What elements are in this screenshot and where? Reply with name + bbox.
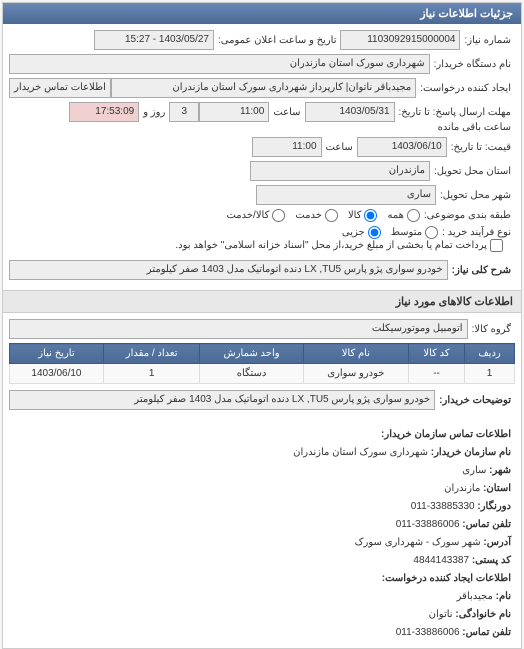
creator-section-title: اطلاعات ایجاد کننده درخواست: (382, 573, 511, 584)
req-no-value: 1103092915000004 (340, 30, 460, 50)
cphone-value: 33886006-011 (396, 627, 460, 638)
postal-value: 4844143387 (413, 555, 469, 566)
time-label-1: ساعت (269, 107, 304, 118)
group-value: اتومبیل وموتورسیکلت (9, 319, 468, 339)
creator-label: ایجاد کننده درخواست: (416, 83, 515, 94)
name-label: نام: (496, 591, 511, 602)
ccity-value: ساری (462, 465, 486, 476)
group-label: گروه کالا: (468, 324, 515, 335)
cell-date: 1403/06/10 (10, 364, 104, 384)
city-label: شهر محل تحویل: (436, 190, 515, 201)
cell-name: خودرو سواری (303, 364, 408, 384)
col-date: تاریخ نیاز (10, 344, 104, 364)
announce-value: 1403/05/27 - 15:27 (94, 30, 214, 50)
desc-label: توضیحات خریدار: (435, 395, 515, 406)
postal-label: کد پستی: (472, 555, 511, 566)
contact-buyer-button[interactable]: اطلاعات تماس خریدار (9, 78, 111, 98)
radio-partial[interactable]: جزیی (342, 226, 381, 239)
address-label: آدرس: (483, 537, 511, 548)
quote-date: 1403/06/10 (357, 137, 447, 157)
org-label: نام سازمان خریدار: (431, 447, 511, 458)
cell-idx: 1 (465, 364, 515, 384)
cell-unit: دستگاه (200, 364, 303, 384)
reply-until-label: مهلت ارسال پاسخ: تا تاریخ: (395, 107, 515, 118)
lastname-value: ناتوان (429, 609, 453, 620)
payment-note: پرداخت تمام یا بخشی از مبلغ خرید،از محل … (175, 240, 487, 251)
cprovince-value: مازندران (444, 483, 480, 494)
topic-label: طبقه بندی موضوعی: (420, 210, 515, 221)
announce-label: تاریخ و ساعت اعلان عمومی: (214, 35, 341, 46)
reply-time: 11:00 (199, 102, 269, 122)
need-title-label: شرح کلی نیاز: (448, 265, 515, 276)
radio-goods[interactable]: کالا (348, 209, 378, 222)
province-label: استان محل تحویل: (430, 166, 515, 177)
fax-label: دورنگار: (477, 501, 511, 512)
payment-checkbox[interactable]: پرداخت تمام یا بخشی از مبلغ خرید،از محل … (175, 239, 503, 252)
goods-section-title: اطلاعات کالاهای مورد نیاز (3, 290, 521, 313)
org-value: شهرداری سورک استان مازندران (293, 447, 428, 458)
radio-all[interactable]: همه (387, 209, 419, 222)
cell-code: -- (408, 364, 464, 384)
table-header-row: ردیف کد کالا نام کالا واحد شمارش تعداد /… (10, 344, 515, 364)
remain-days: 3 (169, 102, 199, 122)
cphone-label: تلفن تماس: (462, 627, 511, 638)
table-row[interactable]: 1 -- خودرو سواری دستگاه 1 1403/06/10 (10, 364, 515, 384)
topic-radio-group: همه کالا خدمت کالا/خدمت (226, 209, 419, 222)
ccity-label: شهر: (489, 465, 511, 476)
cprovince-label: استان: (483, 483, 511, 494)
cell-qty: 1 (103, 364, 199, 384)
city-value: ساری (256, 185, 436, 205)
panel-title: جزئیات اطلاعات نیاز (3, 3, 521, 24)
col-idx: ردیف (465, 344, 515, 364)
col-qty: تعداد / مقدار (103, 344, 199, 364)
remain-time: 17:53:09 (69, 102, 139, 122)
quote-time: 11:00 (252, 137, 322, 157)
quote-until-label: قیمت: تا تاریخ: (447, 142, 515, 153)
address-value: شهر سورک - شهرداری سورک (355, 537, 481, 548)
buy-type-radio-group: متوسط جزیی (342, 226, 438, 239)
name-value: مجید‌باقر (457, 591, 493, 602)
radio-service[interactable]: خدمت (295, 209, 338, 222)
req-no-label: شماره نیاز: (460, 35, 515, 46)
col-code: کد کالا (408, 344, 464, 364)
goods-table: ردیف کد کالا نام کالا واحد شمارش تعداد /… (9, 343, 515, 384)
col-unit: واحد شمارش (200, 344, 303, 364)
lastname-label: نام خانوادگی: (455, 609, 511, 620)
province-value: مازندران (250, 161, 430, 181)
desc-value: خودرو سواری پژو پارس LX ,TU5 دنده اتومات… (9, 390, 435, 410)
buy-type-label: نوع فرآیند خرید : (438, 227, 515, 238)
time-label-2: ساعت (322, 142, 357, 153)
remain-label: ساعت باقی مانده (434, 122, 515, 133)
details-panel: جزئیات اطلاعات نیاز شماره نیاز: 11030929… (2, 2, 522, 649)
need-title-value: خودرو سواری پژو پارس LX ,TU5 دنده اتومات… (9, 260, 448, 280)
buyer-org-label: نام دستگاه خریدار: (430, 59, 515, 70)
phone-value: 33886006-011 (396, 519, 460, 530)
radio-medium[interactable]: متوسط (391, 226, 438, 239)
creator-value: مجید‌باقر ناتوان| کارپرداز شهرداری سورک … (111, 78, 416, 98)
fax-value: 33885330-011 (411, 501, 475, 512)
remain-days-label: روز و (139, 107, 169, 118)
reply-date: 1403/05/31 (305, 102, 395, 122)
contact-section-title: اطلاعات تماس سازمان خریدار: (381, 429, 511, 440)
col-name: نام کالا (303, 344, 408, 364)
radio-goods-service[interactable]: کالا/خدمت (226, 209, 285, 222)
buyer-org-value: شهرداری سورک استان مازندران (9, 54, 430, 74)
phone-label: تلفن تماس: (462, 519, 511, 530)
